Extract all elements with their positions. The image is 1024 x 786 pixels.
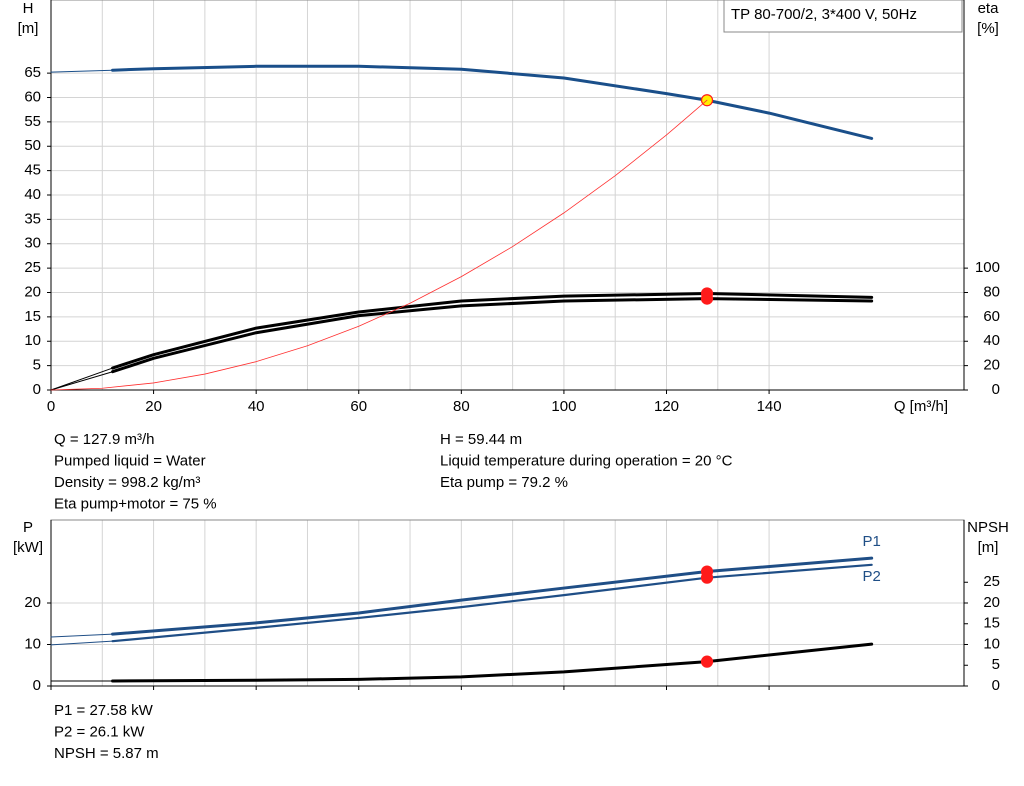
curve: [50, 99, 708, 391]
y-tick-label: 5: [33, 357, 41, 374]
x-tick-label: 100: [551, 398, 576, 415]
info-text: Density = 998.2 kg/m³: [54, 474, 200, 491]
info-text: P1 = 27.58 kW: [54, 702, 154, 719]
y-tick-label: 0: [33, 381, 41, 398]
curve: [111, 642, 874, 683]
y2-tick-label: 0: [992, 381, 1000, 398]
x-tick-label: 20: [145, 398, 162, 415]
y-tick-label: 10: [24, 635, 41, 652]
y-tick-label: 15: [24, 308, 41, 325]
x-tick-label: 140: [757, 398, 782, 415]
info-text: Liquid temperature during operation = 20…: [440, 452, 733, 469]
y2-tick-label: 15: [983, 615, 1000, 632]
chart-title: TP 80-700/2, 3*400 V, 50Hz: [731, 6, 917, 23]
y-tick-label: 20: [24, 283, 41, 300]
y2-tick-label: 25: [983, 573, 1000, 590]
y2-axis-label: [m]: [978, 539, 999, 556]
y2-tick-label: 10: [983, 635, 1000, 652]
x-tick-label: 40: [248, 398, 265, 415]
y-tick-label: 40: [24, 186, 41, 203]
curve: [111, 297, 874, 374]
duty-point: [700, 655, 714, 668]
info-text: P2 = 26.1 kW: [54, 723, 145, 740]
title-box: [723, 0, 963, 33]
y2-tick-label: 80: [983, 283, 1000, 300]
curve-extension: [50, 367, 114, 391]
y2-tick-label: 0: [992, 677, 1000, 694]
x-axis-label: Q [m³/h]: [894, 398, 948, 415]
y2-tick-label: 60: [983, 308, 1000, 325]
duty-point: [700, 571, 714, 584]
curve-extension: [50, 371, 114, 391]
y2-axis-label: NPSH: [967, 519, 1009, 536]
y-tick-label: 0: [33, 677, 41, 694]
y2-tick-label: 20: [983, 357, 1000, 374]
y-tick-label: 30: [24, 235, 41, 252]
y2-tick-label: 5: [992, 656, 1000, 673]
y-tick-label: 25: [24, 259, 41, 276]
y-tick-label: 45: [24, 162, 41, 179]
curve: [111, 556, 874, 636]
y-axis-label: P: [23, 519, 33, 536]
curve-extension: [50, 633, 114, 638]
y-tick-label: 10: [24, 332, 41, 349]
duty-point: [700, 292, 714, 305]
curve: [111, 291, 874, 370]
y-tick-label: 50: [24, 137, 41, 154]
curve-extension: [50, 69, 114, 73]
x-tick-label: 120: [654, 398, 679, 415]
y-axis-label: H: [23, 0, 34, 17]
y-tick-label: 55: [24, 113, 41, 130]
info-text: Eta pump = 79.2 %: [440, 474, 568, 491]
y2-tick-label: 40: [983, 332, 1000, 349]
y-tick-label: 65: [24, 64, 41, 81]
y2-tick-label: 100: [975, 259, 1000, 276]
y-axis-label: [m]: [18, 20, 39, 37]
x-tick-label: 80: [453, 398, 470, 415]
info-text: Pumped liquid = Water: [54, 452, 206, 469]
x-tick-label: 0: [47, 398, 55, 415]
info-text: Eta pump+motor = 75 %: [54, 495, 217, 512]
y-tick-label: 35: [24, 210, 41, 227]
y2-axis-label: [%]: [977, 20, 999, 37]
series-label: P2: [862, 568, 880, 585]
info-text: H = 59.44 m: [440, 431, 522, 448]
y2-axis-label: eta: [978, 0, 1000, 17]
y-axis-label: [kW]: [13, 539, 43, 556]
curve-extension: [50, 640, 114, 646]
y-tick-label: 20: [24, 594, 41, 611]
info-text: NPSH = 5.87 m: [54, 745, 159, 762]
y2-tick-label: 20: [983, 594, 1000, 611]
series-label: P1: [862, 533, 880, 550]
info-text: Q = 127.9 m³/h: [54, 431, 154, 448]
y-tick-label: 60: [24, 88, 41, 105]
curve: [111, 64, 874, 140]
x-tick-label: 60: [350, 398, 367, 415]
